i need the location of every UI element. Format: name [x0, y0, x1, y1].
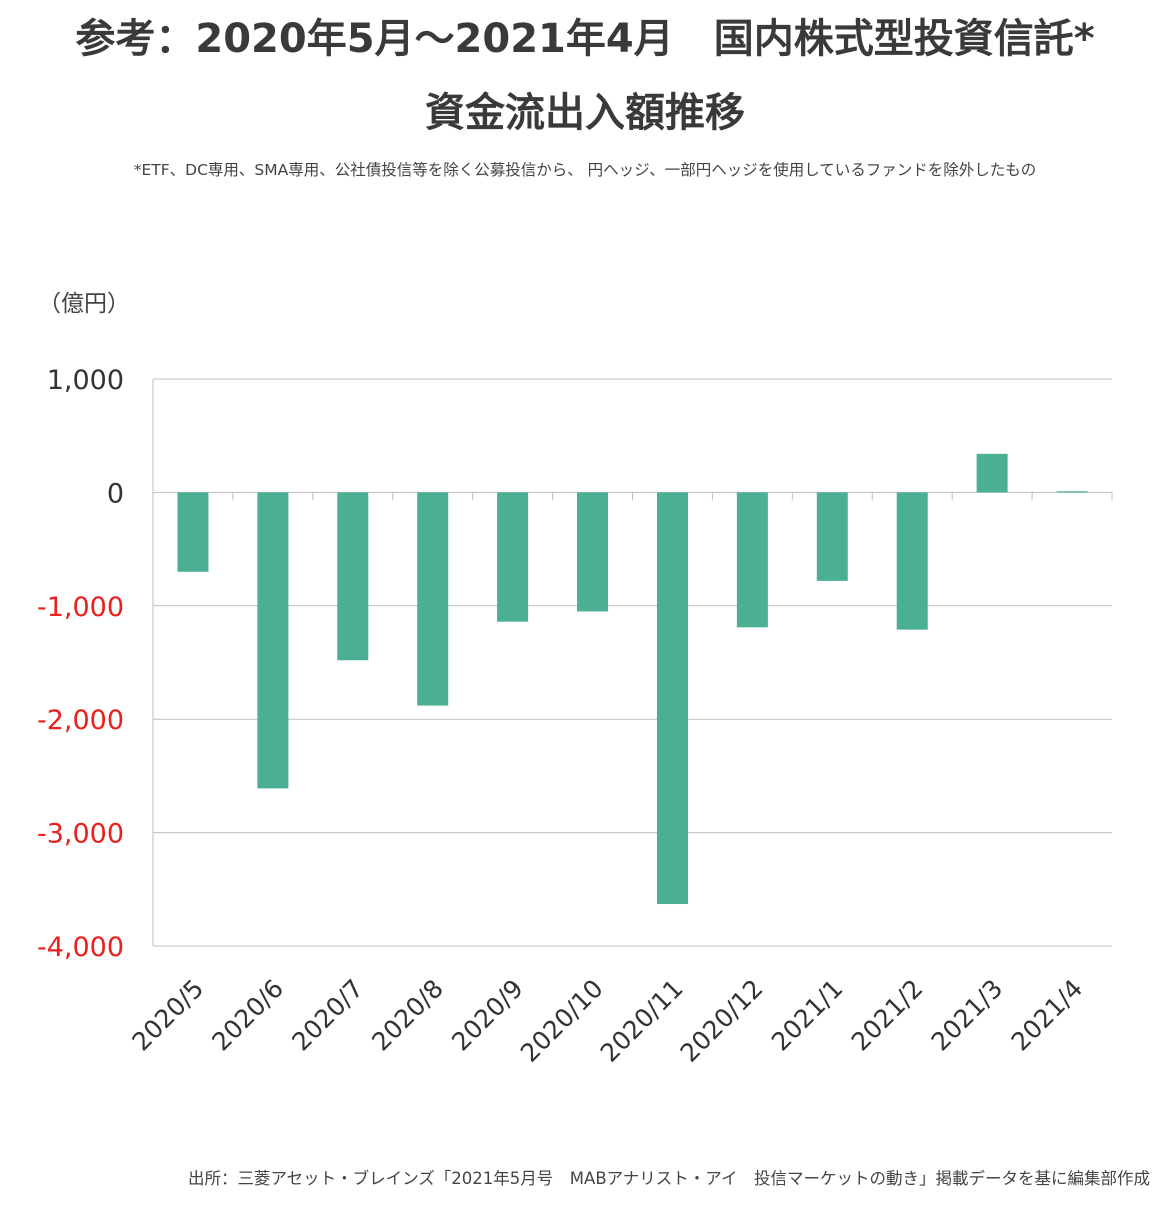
- y-tick-label: 0: [107, 478, 124, 509]
- bar-2021-1: [816, 492, 848, 581]
- bar-2020-6: [257, 492, 289, 789]
- source-note: 出所：三菱アセット・ブレインズ「2021年5月号 MABアナリスト・アイ 投信マ…: [187, 1169, 1150, 1188]
- bar-2020-12: [736, 492, 768, 628]
- axis-layer: [152, 379, 1113, 946]
- chart-title-line-2: 資金流出入額推移: [425, 90, 745, 136]
- bar-2020-7: [337, 492, 369, 661]
- x-tick-label: 2020/10: [515, 974, 609, 1068]
- bar-2020-8: [417, 492, 449, 706]
- bar-2020-5: [177, 492, 209, 572]
- x-tick-label: 2021/4: [1006, 974, 1089, 1057]
- bar-layer: [177, 453, 1088, 905]
- y-axis-unit-label: （億円）: [38, 291, 130, 317]
- bar-2021-4: [1056, 491, 1088, 493]
- x-tick-label: 2020/12: [675, 974, 769, 1068]
- x-tick-labels: 2020/52020/62020/72020/82020/92020/10202…: [127, 974, 1089, 1068]
- x-tick-label: 2021/2: [846, 974, 929, 1057]
- x-tick-label: 2020/5: [127, 974, 210, 1057]
- bar-2021-2: [896, 492, 928, 630]
- x-tick-label: 2020/9: [446, 974, 529, 1057]
- y-tick-label: -2,000: [37, 705, 124, 736]
- x-tick-label: 2021/3: [926, 974, 1009, 1057]
- bar-2021-3: [976, 453, 1008, 493]
- bar-2020-10: [577, 492, 609, 612]
- x-tick-label: 2020/11: [595, 974, 689, 1068]
- x-tick-label: 2021/1: [766, 974, 849, 1057]
- x-tick-label: 2020/6: [206, 974, 289, 1057]
- x-tick-label: 2020/7: [286, 974, 369, 1057]
- chart-footnote: *ETF、DC専用、SMA専用、公社債投信等を除く公募投信から、 円ヘッジ、一部…: [133, 161, 1037, 179]
- chart-title-line-1: 参考：2020年5月〜2021年4月 国内株式型投資信託*: [75, 16, 1095, 62]
- grid-layer: [153, 378, 1112, 947]
- y-tick-label: -4,000: [37, 932, 124, 963]
- y-tick-label: -3,000: [37, 819, 124, 850]
- bar-2020-11: [656, 492, 688, 905]
- bar-2020-9: [497, 492, 529, 622]
- x-tick-label: 2020/8: [366, 974, 449, 1057]
- y-tick-labels: 1,000 0 -1,000 -2,000 -3,000 -4,000: [37, 365, 124, 963]
- y-tick-label: -1,000: [37, 592, 124, 623]
- y-tick-label: 1,000: [47, 365, 124, 396]
